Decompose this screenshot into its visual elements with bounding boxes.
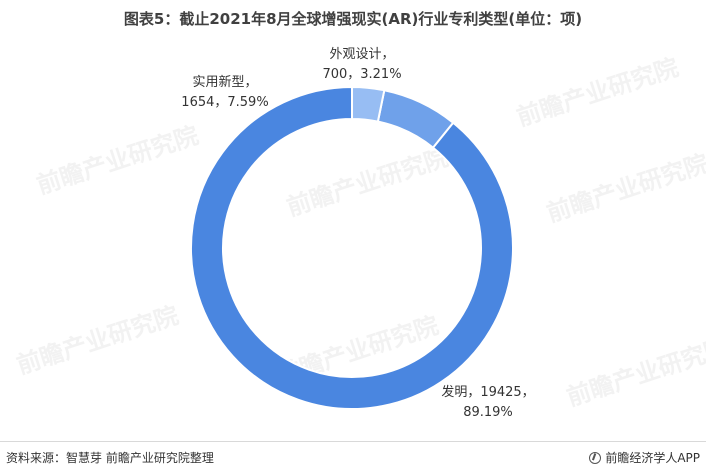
- slice-1: [190, 85, 514, 410]
- slice-label-1: 发明，19425， 89.19%: [441, 384, 534, 420]
- chart-title: 图表5：截止2021年8月全球增强现实(AR)行业专利类型(单位：项): [123, 10, 583, 28]
- slice-labels: 发明，19425， 89.19% 实用新型， 1654，7.59% 外观设计， 700，3…: [181, 47, 534, 420]
- watermark-1: 前瞻产业研究院: [33, 121, 201, 200]
- donut-slices: [190, 85, 514, 410]
- watermark-6: 前瞻产业研究院: [563, 333, 706, 412]
- brand: 前瞻经济学人APP: [589, 449, 700, 466]
- slice-3: [351, 85, 386, 123]
- brand-name: 前瞻经济学人APP: [605, 451, 700, 465]
- slice-label-2: 实用新型， 1654，7.59%: [181, 74, 268, 110]
- slice-label-3: 外观设计， 700，3.21%: [322, 47, 401, 82]
- watermark-3: 前瞻产业研究院: [543, 149, 706, 228]
- source-note: 资料来源：智慧芽 前瞻产业研究院整理: [6, 451, 214, 465]
- watermark-2: 前瞻产业研究院: [283, 143, 451, 222]
- watermark-7: 前瞻产业研究院: [513, 53, 681, 132]
- watermark-4: 前瞻产业研究院: [13, 301, 181, 380]
- brand-logo-icon: [589, 451, 602, 464]
- footer-divider: [0, 441, 706, 442]
